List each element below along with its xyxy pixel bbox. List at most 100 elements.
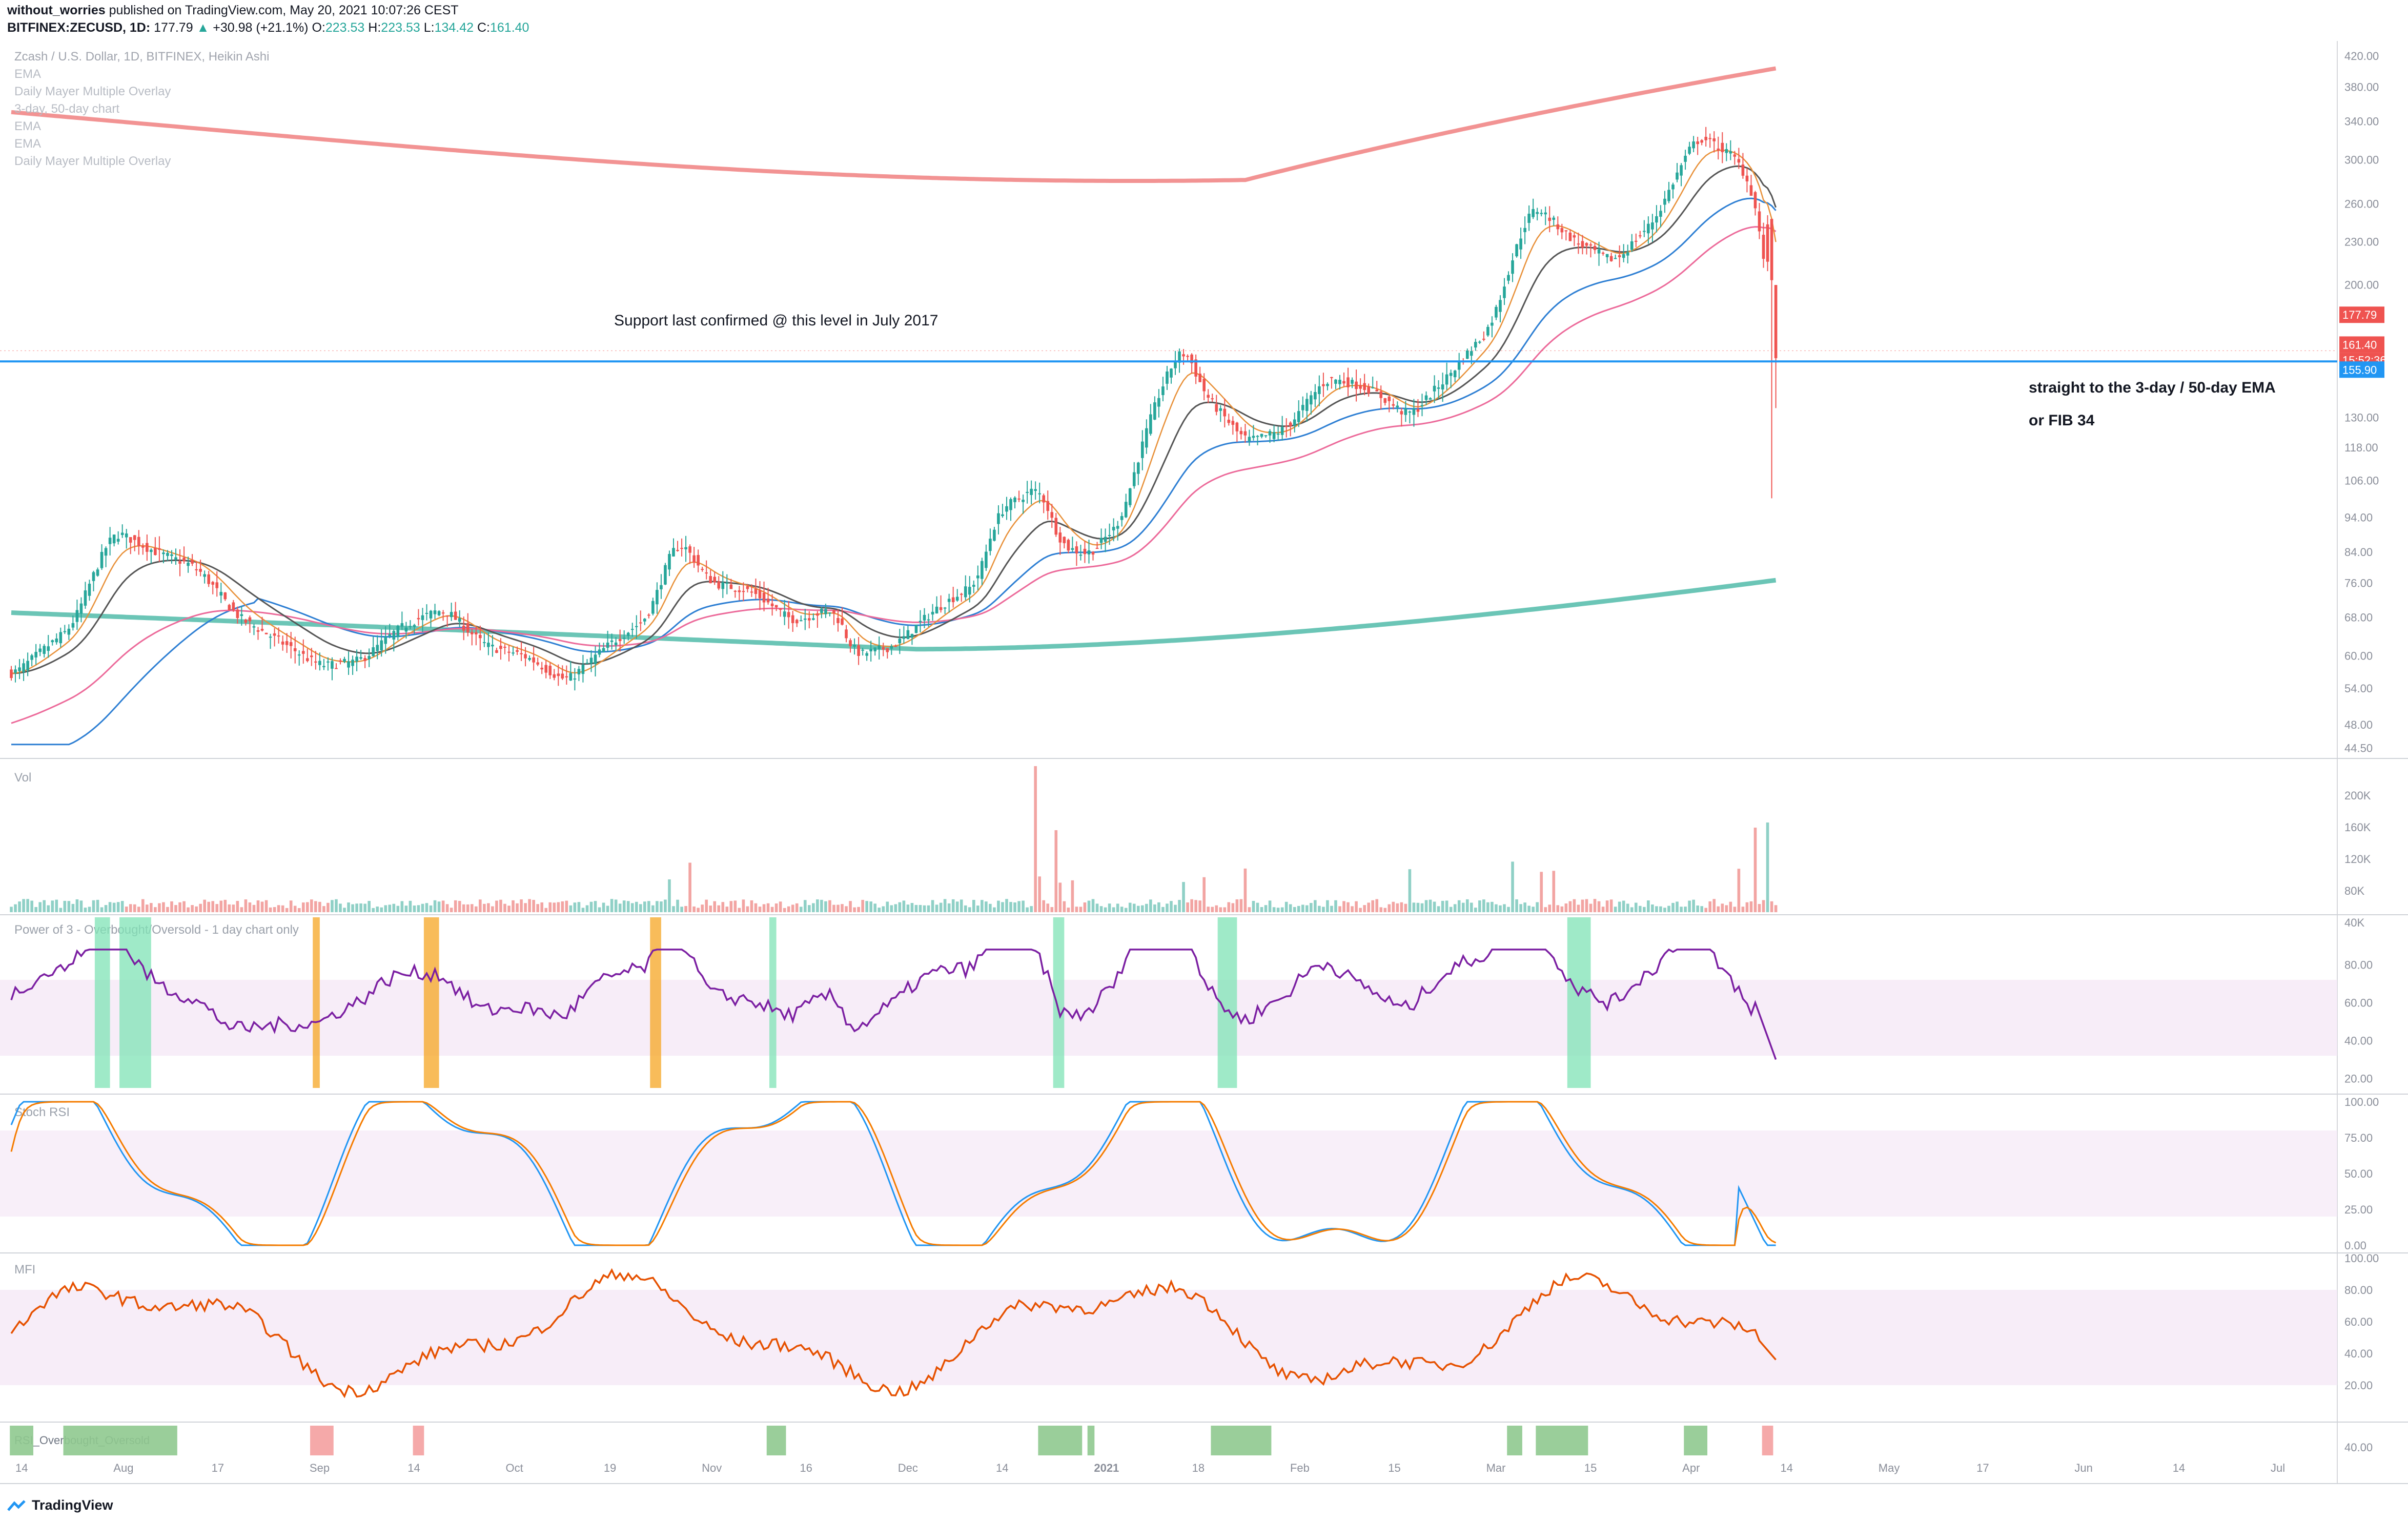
x-tick-label: 14	[1780, 1462, 1792, 1474]
candle	[1227, 420, 1231, 423]
candle	[1297, 411, 1300, 422]
candle	[643, 619, 646, 622]
author-name[interactable]: without_worries	[7, 3, 106, 17]
volume-bar	[651, 905, 655, 912]
obos-signal-band	[413, 1426, 424, 1455]
volume-bar	[1605, 900, 1609, 912]
candle	[1729, 151, 1732, 154]
power-band-zone	[0, 980, 2337, 1056]
x-tick-label: 17	[1976, 1462, 1989, 1474]
mfi-tick-label: 60.00	[2344, 1315, 2373, 1328]
candle	[1651, 222, 1654, 230]
volume-bar	[141, 899, 145, 912]
volume-bar	[1305, 905, 1309, 912]
volume-bar	[1379, 907, 1383, 912]
candle	[1091, 551, 1095, 555]
candle	[1239, 430, 1243, 435]
volume-bar	[351, 904, 354, 912]
candle	[614, 642, 618, 645]
volume-bar	[569, 905, 573, 912]
volume-bar	[581, 908, 585, 912]
volume-bar	[252, 904, 256, 912]
candle	[540, 667, 544, 670]
candle	[1404, 408, 1407, 415]
volume-bar	[516, 903, 519, 912]
power-signal-band	[94, 917, 110, 1088]
power-signal-band	[313, 917, 320, 1088]
volume-bar	[63, 900, 67, 912]
volume-tick-label: 120K	[2344, 853, 2371, 866]
support-annotation: Support last confirmed @ this level in J…	[614, 312, 938, 329]
candle	[1503, 286, 1506, 298]
candle	[585, 663, 589, 664]
volume-bar	[503, 903, 506, 912]
candle	[820, 608, 823, 613]
candle	[203, 574, 206, 577]
candle	[981, 561, 984, 579]
candle	[1293, 419, 1296, 426]
volume-bar	[413, 906, 416, 912]
candle	[943, 607, 947, 609]
volume-bar	[1737, 869, 1741, 912]
volume-bar	[816, 899, 819, 912]
candle	[380, 640, 383, 651]
volume-bar	[565, 900, 568, 912]
volume-bar	[248, 902, 252, 912]
candle	[705, 572, 708, 574]
candle	[441, 612, 445, 614]
candle	[520, 653, 523, 654]
legend-line: 3-day, 50-day chart	[14, 102, 119, 116]
candle	[1412, 408, 1416, 415]
volume-bar	[396, 906, 400, 912]
volume-bar	[635, 901, 638, 912]
candle	[368, 656, 371, 660]
volume-bar	[660, 901, 663, 912]
candle	[1762, 235, 1765, 259]
candle	[1026, 491, 1029, 493]
candle	[812, 618, 815, 620]
volume-bar	[1774, 905, 1778, 912]
volume-bar	[269, 907, 272, 912]
volume-bar	[820, 899, 823, 912]
candle	[972, 585, 975, 587]
candle	[688, 546, 691, 553]
candle	[762, 592, 766, 603]
volume-bar	[1659, 906, 1662, 912]
candle	[1676, 172, 1679, 180]
volume-bar	[910, 903, 914, 912]
x-tick-label: 14	[407, 1462, 420, 1474]
volume-bar	[22, 899, 25, 912]
candle	[1614, 258, 1617, 259]
volume-bar	[232, 904, 235, 912]
candle	[166, 553, 169, 556]
stoch-tick-label: 75.00	[2344, 1132, 2373, 1144]
candle	[318, 661, 321, 665]
volume-bar	[421, 903, 424, 912]
volume-bar	[1128, 902, 1132, 912]
volume-bar	[125, 907, 128, 912]
tradingview-logo[interactable]: TradingView	[7, 1497, 113, 1513]
candle	[721, 582, 725, 589]
candle	[791, 615, 794, 623]
volume-bar	[1017, 901, 1021, 912]
candle	[803, 619, 807, 620]
candle	[211, 582, 215, 585]
candle	[462, 625, 465, 631]
candle	[1491, 322, 1494, 326]
candle	[1766, 224, 1769, 262]
candle	[240, 614, 243, 616]
candle	[857, 645, 860, 656]
candle	[1441, 384, 1444, 390]
volume-bar	[1663, 908, 1666, 912]
volume-tick-label: 160K	[2344, 821, 2371, 834]
candle	[1363, 383, 1366, 390]
volume-bar	[1457, 900, 1461, 912]
volume-bar	[1363, 905, 1366, 912]
volume-bar	[993, 907, 996, 912]
x-tick-label: Dec	[898, 1462, 918, 1474]
volume-bar	[1609, 899, 1613, 912]
candle	[108, 538, 112, 544]
candle	[1371, 387, 1375, 388]
candle	[112, 534, 116, 544]
